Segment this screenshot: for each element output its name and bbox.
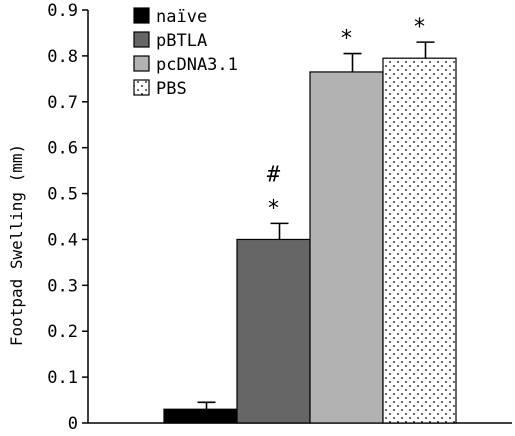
legend-label: pcDNA3.1 [156, 55, 238, 75]
y-tick-label: 0.9 [47, 1, 78, 21]
y-tick-label: 0 [68, 414, 78, 434]
y-axis-title: Footpad Swelling (mm) [7, 144, 26, 346]
bar-naïve [163, 408, 238, 424]
axes: 0 0.1 0.2 0.3 0.4 0.5 0.6 0.7 0.8 0.9 [47, 1, 512, 434]
significance-star: * [340, 27, 353, 52]
y-tick-label: 0.4 [47, 230, 78, 250]
bar-pBTLA [236, 238, 311, 424]
legend-swatch [133, 31, 150, 48]
y-tick-label: 0.8 [47, 47, 78, 67]
y-tick-label: 0.3 [47, 276, 78, 296]
y-tick-label: 0.7 [47, 93, 78, 113]
legend-swatch [133, 7, 150, 24]
legend-label: naïve [156, 7, 207, 27]
y-tick-label: 0.5 [47, 185, 78, 205]
error-bars [197, 41, 435, 410]
legend-swatch [133, 79, 150, 96]
legend-swatch [133, 55, 150, 72]
bar-PBS [382, 57, 457, 424]
significance-star: * [413, 15, 426, 40]
legend-label: PBS [156, 79, 187, 99]
bars [163, 57, 457, 424]
y-tick-label: 0.6 [47, 139, 78, 159]
significance-hash: # [267, 162, 281, 187]
y-tick-label: 0.2 [47, 322, 78, 342]
annotations: * # * * [267, 15, 426, 221]
bar-pcDNA3.1 [309, 71, 384, 424]
significance-star: * [267, 196, 280, 221]
legend: naïve pBTLA pcDNA3.1 PBS [133, 7, 238, 99]
y-tick-label: 0.1 [47, 368, 78, 388]
legend-label: pBTLA [156, 31, 207, 51]
